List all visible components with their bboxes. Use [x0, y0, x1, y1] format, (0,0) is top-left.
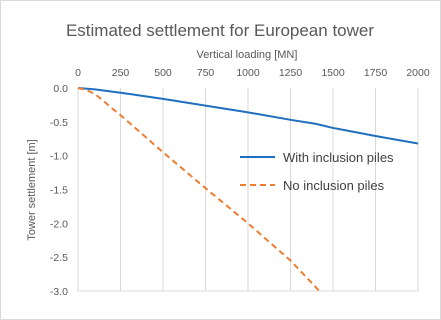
y-tick-label: -2.0 [50, 218, 68, 230]
y-tick-label: -3.0 [50, 286, 68, 298]
y-tick-label: -2.5 [50, 252, 68, 264]
y-tick-label: -1.5 [50, 185, 68, 197]
series-line-1 [77, 87, 419, 145]
y-tick-label: -1.0 [50, 151, 68, 163]
x-tick-label: 500 [154, 67, 172, 79]
x-tick-label: 1000 [236, 67, 260, 79]
x-axis-title: Vertical loading [MN] [197, 49, 298, 61]
series-lines [77, 87, 419, 292]
x-tick-label: 750 [197, 67, 215, 79]
legend-label-1: With inclusion piles [283, 150, 394, 165]
series-line-2 [77, 87, 321, 292]
y-tick-label: 0.0 [53, 83, 68, 95]
x-tick-label: 0 [75, 67, 81, 79]
x-tick-label: 1500 [321, 67, 345, 79]
legend-label-2: No inclusion piles [283, 178, 385, 193]
x-tick-label: 2000 [406, 67, 430, 79]
x-tick-label: 1750 [364, 67, 388, 79]
y-tick-labels: 0.0 -0.5 -1.0 -1.5 -2.0 -2.5 -3.0 [50, 83, 68, 298]
grid [77, 88, 419, 292]
x-tick-label: 1250 [279, 67, 303, 79]
y-tick-label: -0.5 [50, 117, 68, 129]
x-tick-labels: 0 250 500 750 1000 1250 1500 1750 2000 [75, 67, 430, 79]
legend: With inclusion piles No inclusion piles [240, 150, 394, 193]
x-tick-label: 250 [112, 67, 130, 79]
y-axis-title: Tower settlement [m] [26, 139, 38, 240]
chart-title: Estimated settlement for European tower [66, 21, 374, 40]
